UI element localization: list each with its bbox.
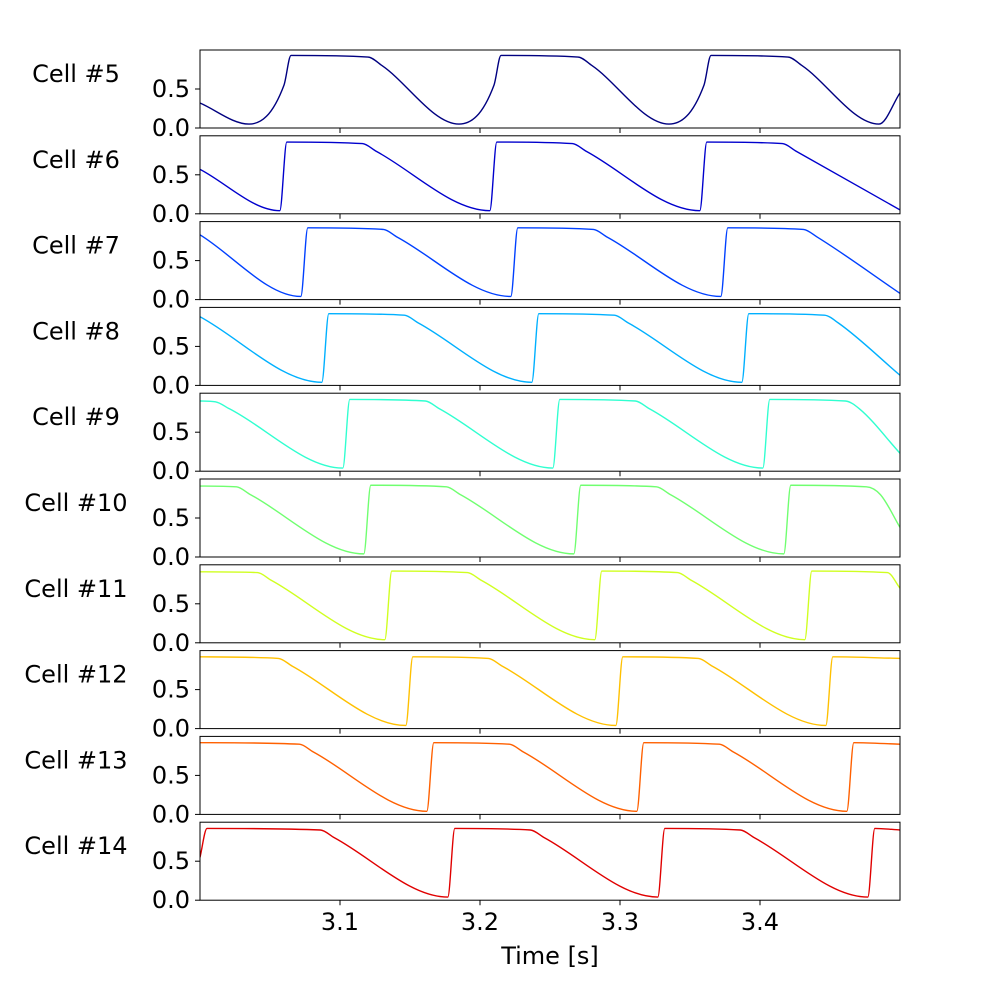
panel-cell-6: 0.0 0.5 Cell #6 bbox=[32, 135, 901, 228]
series-label-cell-11: Cell #11 bbox=[24, 575, 127, 603]
y-tick-label: 0.5 bbox=[152, 332, 190, 360]
panel-frame bbox=[199, 392, 901, 472]
series-line-cell-5 bbox=[200, 54, 900, 125]
series-label-cell-7: Cell #7 bbox=[32, 232, 120, 260]
x-tick-label: 3.1 bbox=[321, 908, 359, 936]
series-label-cell-13: Cell #13 bbox=[24, 746, 127, 774]
panel-cell-9: 0.0 0.5 Cell #9 bbox=[32, 392, 901, 485]
x-axis-label: Time [s] bbox=[500, 942, 599, 970]
y-tick-label: 0.0 bbox=[152, 886, 190, 914]
y-tick-label: 0.0 bbox=[152, 286, 190, 314]
y-tick-label: 0.0 bbox=[152, 629, 190, 657]
y-tick-label: 0.0 bbox=[152, 543, 190, 571]
panel-cell-12: 0.0 0.5 Cell #12 bbox=[24, 650, 901, 743]
y-tick-label: 0.5 bbox=[152, 590, 190, 618]
panel-cell-14: 0.0 0.5 3.1 3.2 3.3 3.4 Cell #14 bbox=[24, 821, 901, 936]
y-tick-label: 0.5 bbox=[152, 761, 190, 789]
y-tick-label: 0.5 bbox=[152, 418, 190, 446]
series-line-cell-7 bbox=[200, 227, 900, 298]
series-line-cell-6 bbox=[200, 141, 900, 212]
panel-frame bbox=[199, 135, 901, 215]
series-line-cell-8 bbox=[200, 312, 900, 383]
series-label-cell-12: Cell #12 bbox=[24, 661, 127, 689]
y-tick-label: 0.0 bbox=[152, 457, 190, 485]
series-line-cell-11 bbox=[200, 570, 900, 641]
panel-frame bbox=[199, 564, 901, 644]
series-line-cell-12 bbox=[200, 656, 900, 727]
series-label-cell-6: Cell #6 bbox=[32, 146, 120, 174]
series-line-cell-9 bbox=[200, 398, 900, 469]
panel-frame bbox=[199, 49, 901, 129]
y-tick-label: 0.5 bbox=[152, 161, 190, 189]
y-tick-label: 0.5 bbox=[152, 847, 190, 875]
series-label-cell-14: Cell #14 bbox=[24, 832, 127, 860]
y-tick-label: 0.5 bbox=[152, 504, 190, 532]
y-tick-label: 0.0 bbox=[152, 114, 190, 142]
panel-cell-10: 0.0 0.5 Cell #10 bbox=[24, 478, 901, 571]
panel-cell-7: 0.0 0.5 Cell #7 bbox=[32, 221, 901, 314]
panel-frame bbox=[199, 650, 901, 730]
y-tick-label: 0.5 bbox=[152, 676, 190, 704]
series-line-cell-13 bbox=[200, 741, 900, 812]
panel-frame bbox=[199, 735, 901, 815]
panel-cell-5: 0.0 0.5 Cell #5 bbox=[32, 49, 901, 142]
series-line-cell-10 bbox=[200, 484, 900, 555]
panel-frame bbox=[199, 306, 901, 386]
x-tick-label: 3.2 bbox=[461, 908, 499, 936]
panel-frame bbox=[199, 821, 901, 901]
panel-cell-8: 0.0 0.5 Cell #8 bbox=[32, 306, 901, 399]
series-line-cell-14 bbox=[200, 827, 900, 898]
y-tick-label: 0.5 bbox=[152, 75, 190, 103]
y-tick-label: 0.0 bbox=[152, 800, 190, 828]
x-tick-label: 3.4 bbox=[741, 908, 779, 936]
panel-cell-13: 0.0 0.5 Cell #13 bbox=[24, 735, 901, 828]
y-tick-label: 0.5 bbox=[152, 247, 190, 275]
series-label-cell-10: Cell #10 bbox=[24, 489, 127, 517]
y-tick-label: 0.0 bbox=[152, 715, 190, 743]
x-tick-label: 3.3 bbox=[601, 908, 639, 936]
panel-frame bbox=[199, 478, 901, 558]
series-label-cell-8: Cell #8 bbox=[32, 317, 120, 345]
series-label-cell-5: Cell #5 bbox=[32, 60, 120, 88]
series-label-cell-9: Cell #9 bbox=[32, 403, 120, 431]
y-tick-label: 0.0 bbox=[152, 371, 190, 399]
panel-cell-11: 0.0 0.5 Cell #11 bbox=[24, 564, 901, 657]
y-tick-label: 0.0 bbox=[152, 200, 190, 228]
